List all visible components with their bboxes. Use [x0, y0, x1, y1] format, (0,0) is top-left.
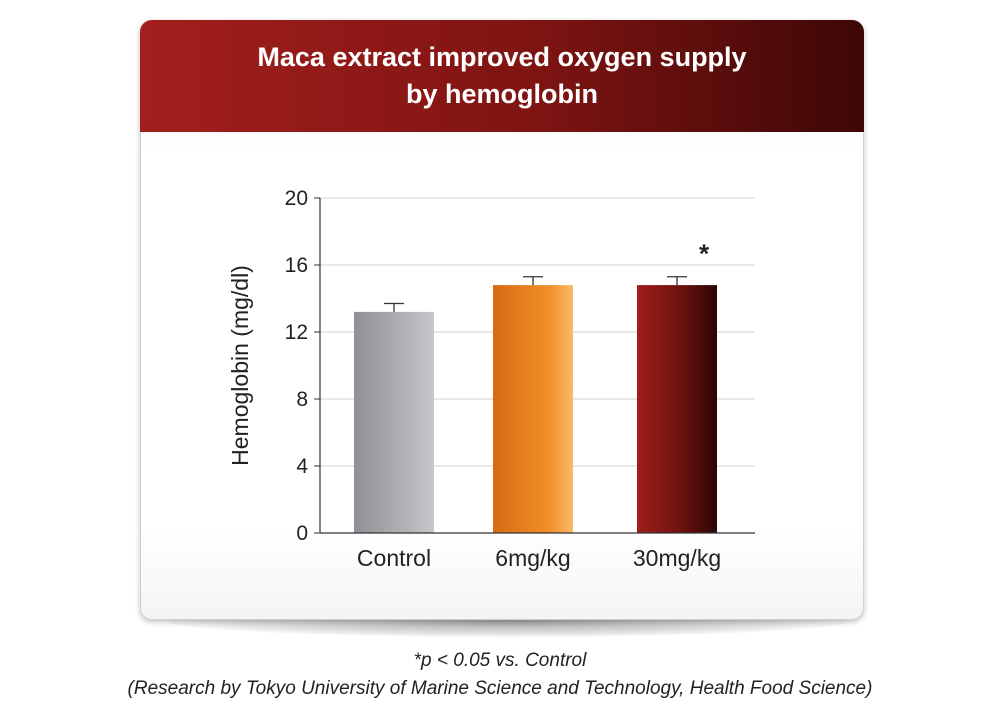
y-axis-label: Hemoglobin (mg/dl) [227, 265, 253, 466]
y-tick-label: 8 [296, 388, 308, 411]
x-tick-label: 6mg/kg [495, 545, 570, 571]
y-tick-label: 12 [285, 321, 308, 344]
chart-title-line2: by hemoglobin [406, 79, 598, 109]
source-footnote: (Research by Tokyo University of Marine … [127, 678, 873, 699]
bar-30mg-kg [637, 285, 717, 533]
y-tick-label: 16 [285, 254, 308, 277]
x-tick-label: Control [357, 545, 431, 571]
bar-6mg-kg [493, 285, 573, 533]
y-tick-label: 20 [285, 187, 308, 210]
x-tick-label: 30mg/kg [633, 545, 721, 571]
y-tick-label: 0 [296, 522, 308, 545]
chart-title-line1: Maca extract improved oxygen supply [257, 42, 747, 72]
y-tick-label: 4 [296, 455, 308, 478]
bar-control [354, 311, 434, 533]
significance-footnote: *p < 0.05 vs. Control [413, 650, 587, 671]
chart-title-banner: Maca extract improved oxygen supply by h… [140, 20, 864, 132]
significance-marker: * [699, 239, 710, 269]
